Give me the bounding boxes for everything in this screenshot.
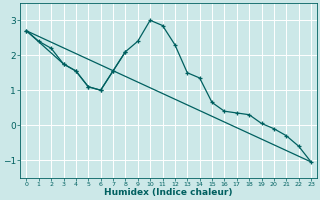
X-axis label: Humidex (Indice chaleur): Humidex (Indice chaleur) <box>104 188 233 197</box>
